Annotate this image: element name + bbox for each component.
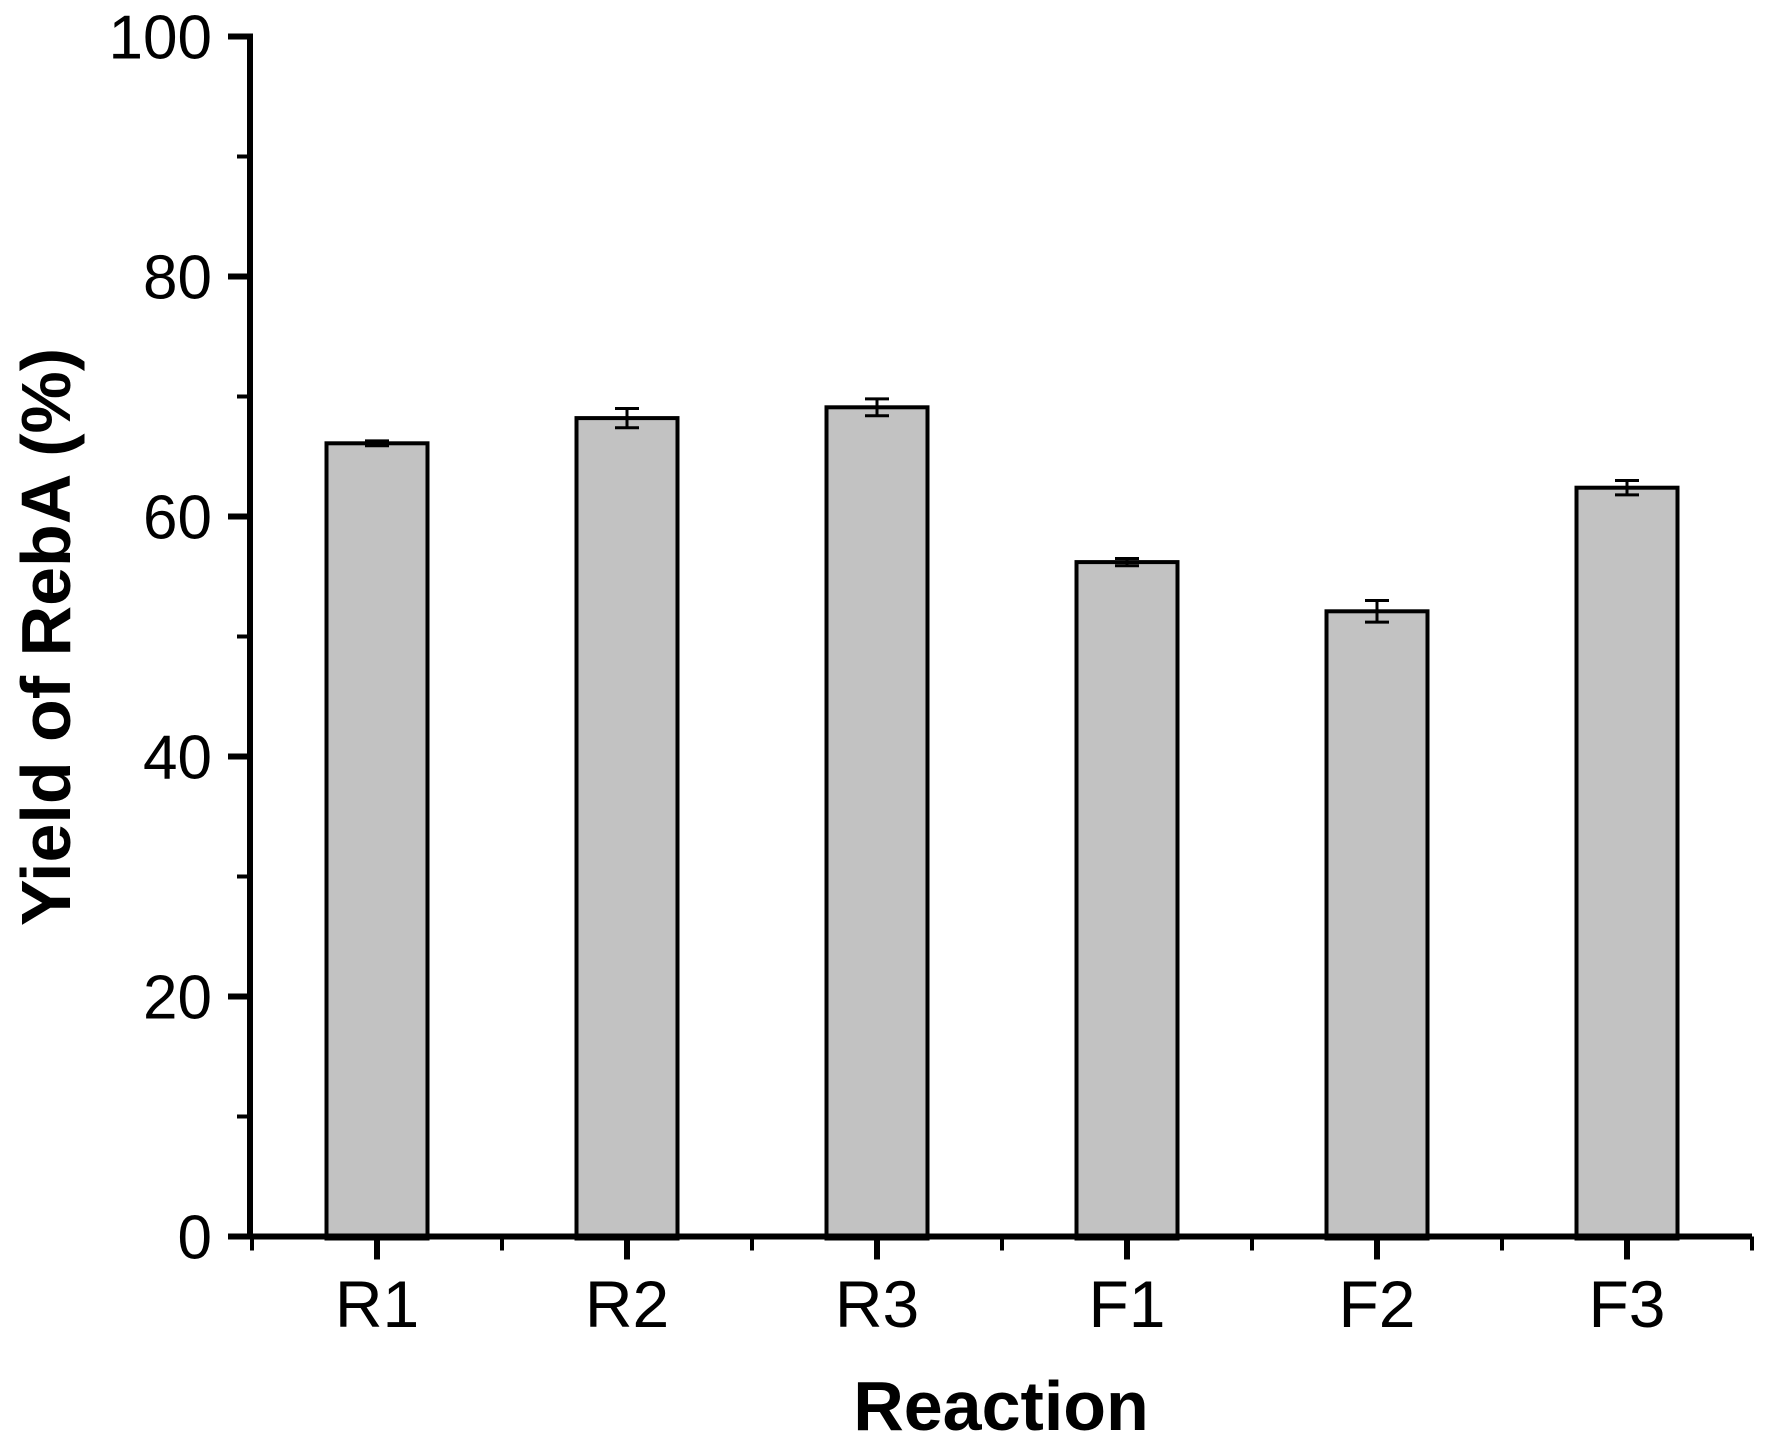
bar-R3: [824, 405, 930, 1241]
x-tick-label-R2: R2: [585, 1267, 669, 1341]
x-axis-title: Reaction: [853, 1367, 1149, 1445]
bar-F2: [1324, 609, 1430, 1241]
y-axis-title: Yield of RebA (%): [7, 348, 85, 926]
bar-R2: [574, 416, 680, 1241]
x-tick-label-F2: F2: [1338, 1267, 1415, 1341]
x-tick-label-F1: F1: [1088, 1267, 1165, 1341]
y-tick-label-0: 0: [178, 1204, 212, 1273]
y-tick-label-60: 60: [143, 484, 212, 553]
bar-F3: [1574, 485, 1680, 1241]
y-tick-label-20: 20: [143, 964, 212, 1033]
bar-R1: [324, 441, 430, 1241]
x-tick-label-R3: R3: [835, 1267, 919, 1341]
y-tick-label-80: 80: [143, 244, 212, 313]
x-tick-label-R1: R1: [335, 1267, 419, 1341]
x-tick-label-F3: F3: [1588, 1267, 1665, 1341]
y-tick-label-40: 40: [143, 724, 212, 793]
bar-F1: [1074, 560, 1180, 1241]
y-tick-label-100: 100: [109, 4, 212, 73]
